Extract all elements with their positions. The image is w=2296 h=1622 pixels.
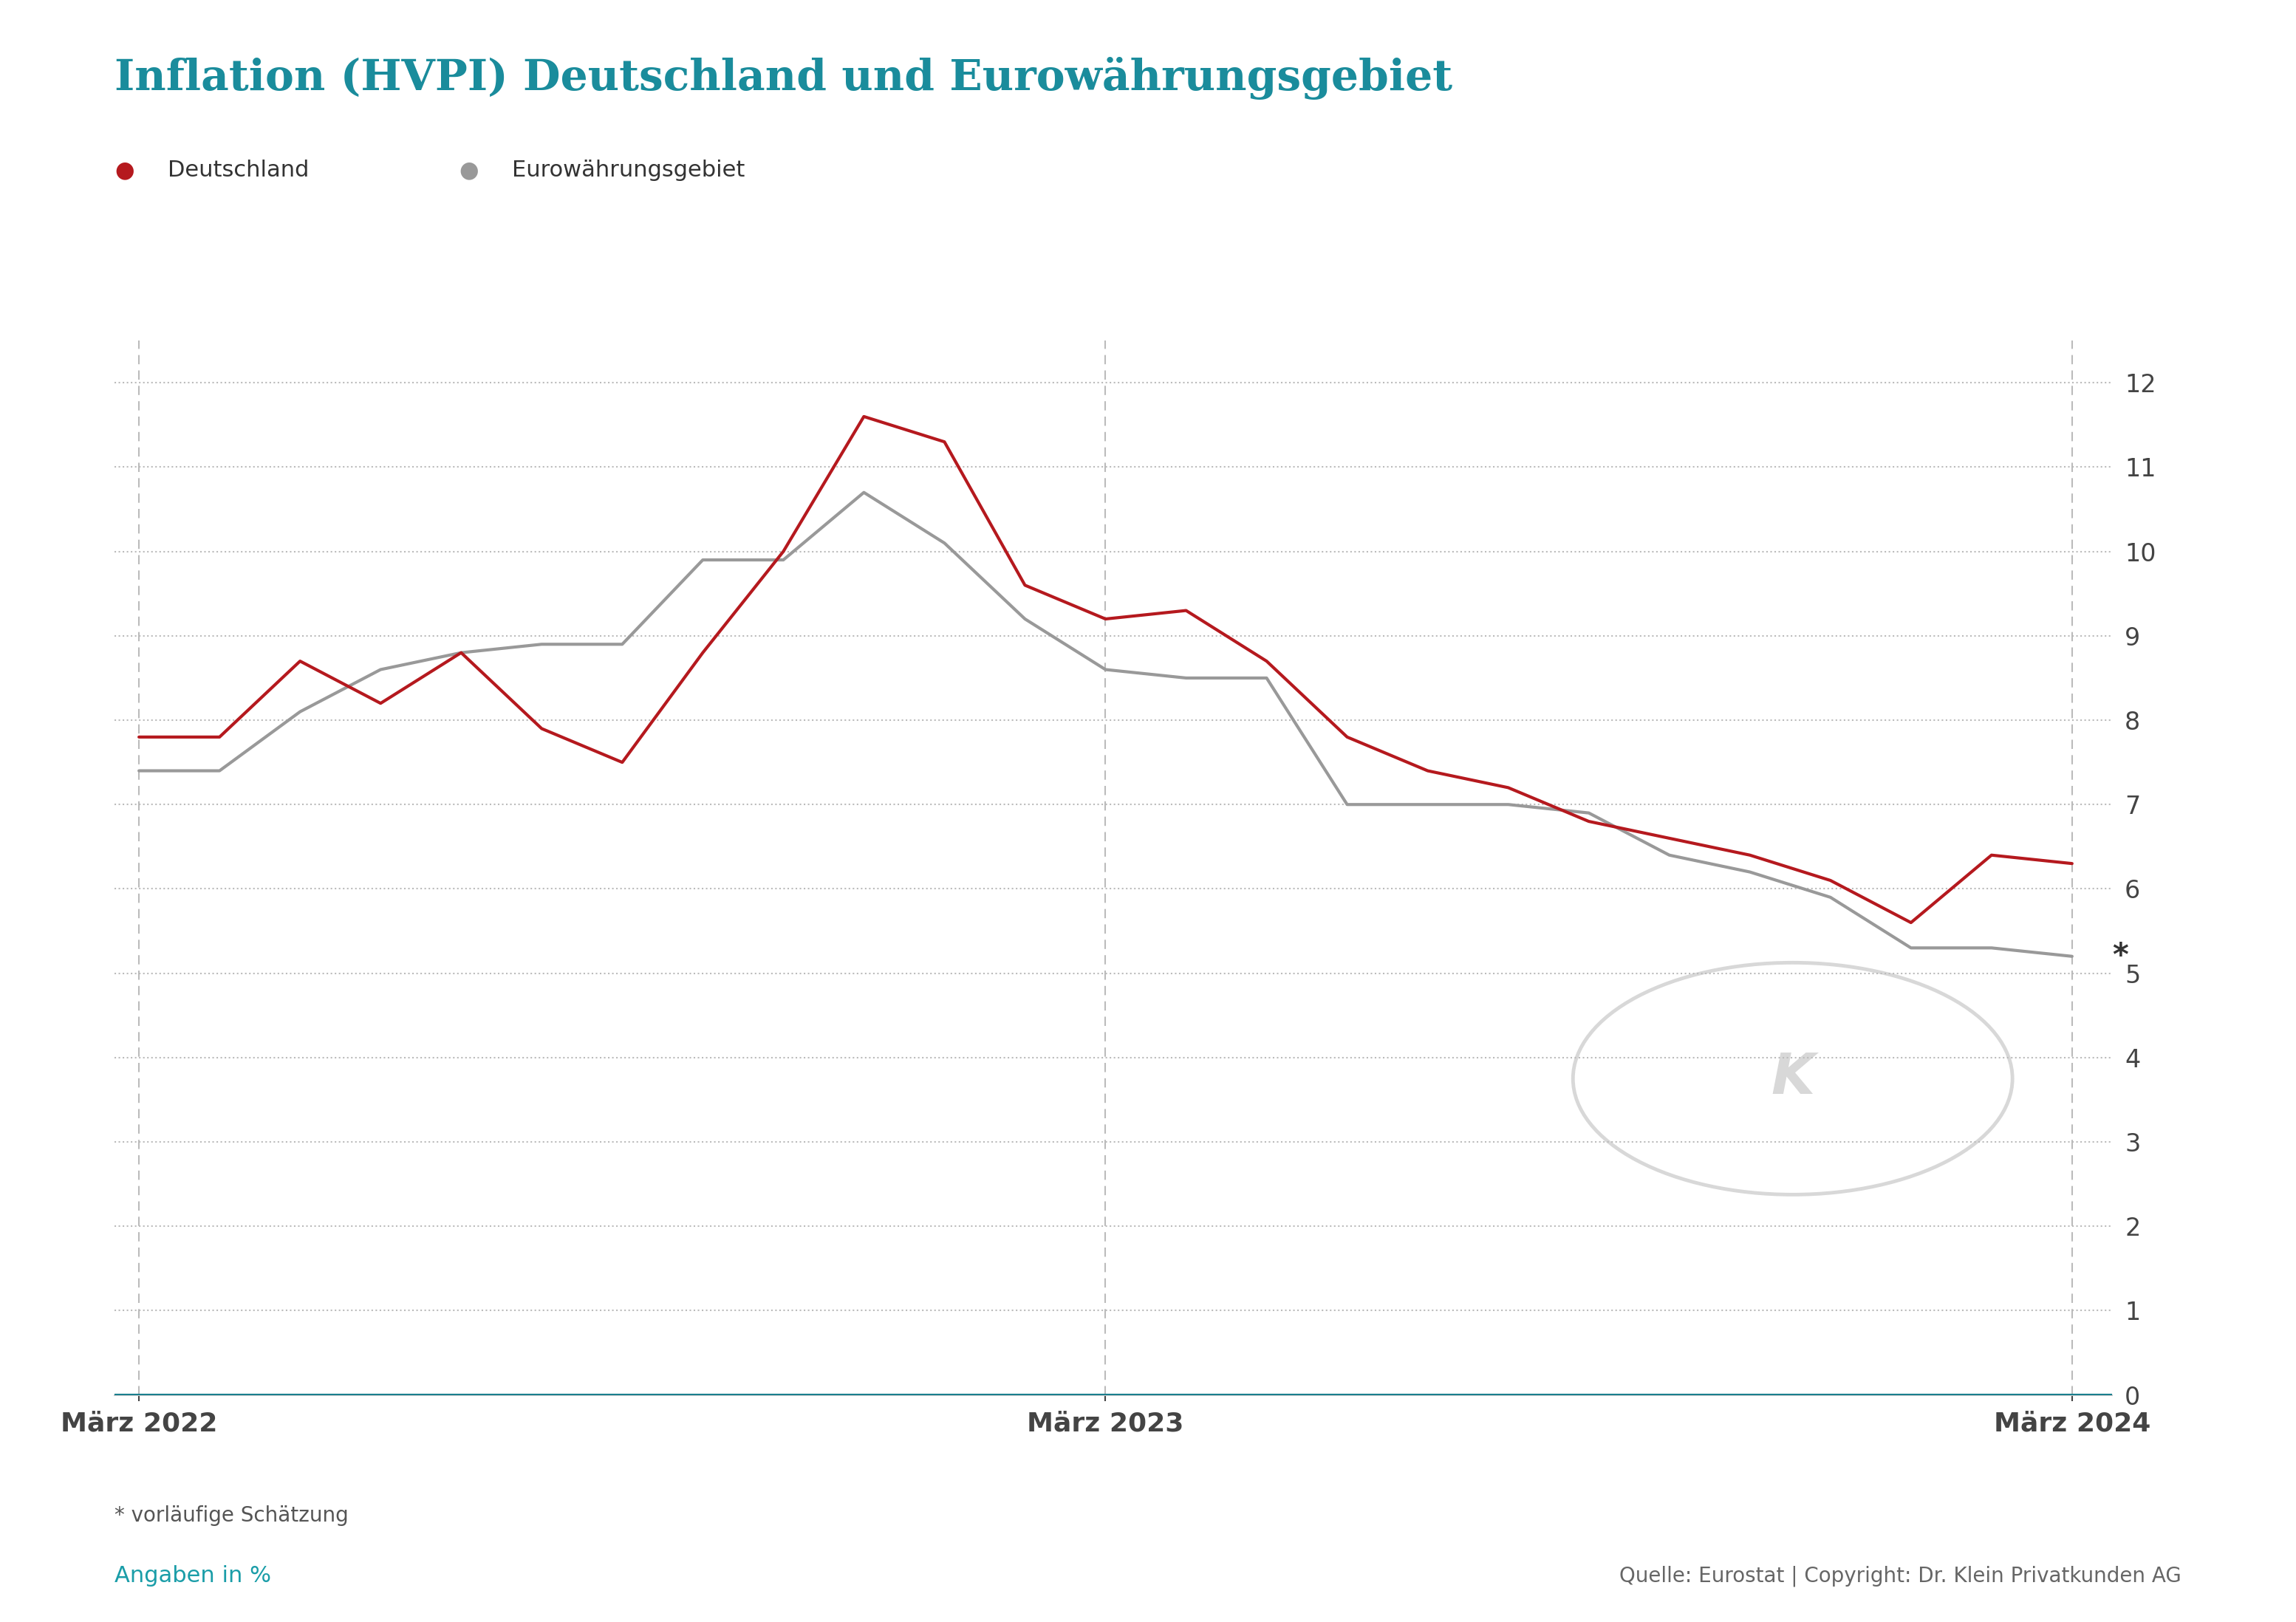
- Text: * vorläufige Schätzung: * vorläufige Schätzung: [115, 1505, 349, 1526]
- Text: *: *: [2112, 941, 2128, 972]
- Text: Angaben in %: Angaben in %: [115, 1565, 271, 1586]
- Text: ●: ●: [115, 159, 135, 182]
- Text: ●: ●: [459, 159, 480, 182]
- Text: K: K: [1770, 1051, 1814, 1106]
- Text: Quelle: Eurostat | Copyright: Dr. Klein Privatkunden AG: Quelle: Eurostat | Copyright: Dr. Klein …: [1619, 1565, 2181, 1586]
- Text: Inflation (HVPI) Deutschland und Eurowährungsgebiet: Inflation (HVPI) Deutschland und Eurowäh…: [115, 57, 1453, 99]
- Text: Eurowährungsgebiet: Eurowährungsgebiet: [512, 159, 744, 182]
- Text: Deutschland: Deutschland: [168, 159, 310, 182]
